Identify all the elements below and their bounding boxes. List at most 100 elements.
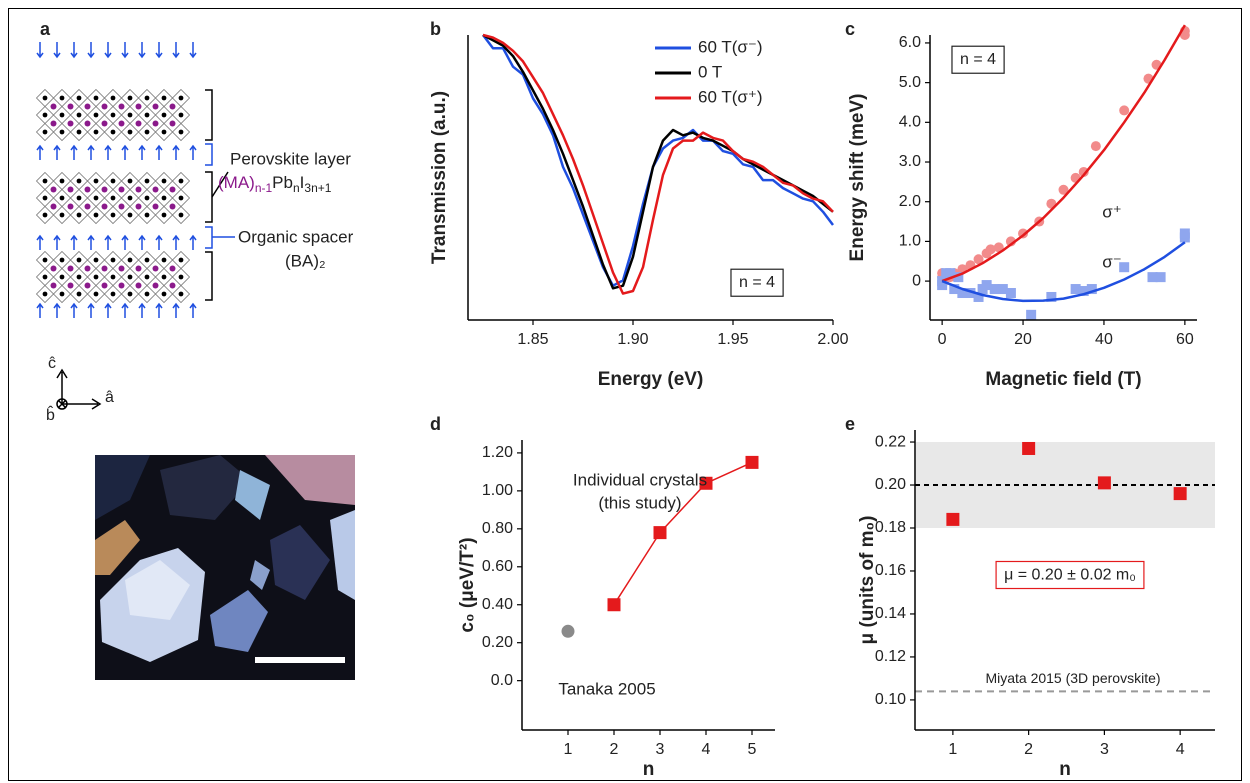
ma-cation: [135, 186, 142, 193]
ma-cation: [67, 203, 74, 210]
series-line: [482, 34, 834, 287]
x-axis-label: Energy (eV): [598, 369, 704, 390]
data-point: [1070, 284, 1081, 295]
pb-atom: [161, 112, 167, 118]
pb-atom: [127, 95, 133, 101]
octahedron: [86, 122, 106, 142]
series-label: (this study): [598, 493, 681, 512]
ma-cation: [135, 282, 142, 289]
y-axis-label: μ (units of m₀): [857, 516, 878, 645]
ma-cation: [169, 186, 176, 193]
annotation: n = 4: [960, 51, 996, 68]
series-line: [482, 33, 834, 295]
spacer-arrow: [189, 302, 197, 318]
pb-atom: [178, 257, 184, 263]
ma-cation: [135, 120, 142, 127]
x-tick-label: 2: [610, 741, 619, 758]
pb-atom: [59, 291, 65, 297]
ma-cation: [135, 265, 142, 272]
ma-cation: [50, 103, 57, 110]
octahedron: [137, 122, 157, 142]
octahedron: [171, 122, 191, 142]
pb-atom: [76, 274, 82, 280]
ma-cation: [135, 203, 142, 210]
data-point: [1058, 184, 1069, 195]
x-axis-label: n: [643, 759, 655, 780]
ma-cation: [169, 120, 176, 127]
data-point: [997, 284, 1008, 295]
ma-cation: [101, 186, 108, 193]
data-point: [699, 476, 713, 490]
octahedron: [86, 284, 106, 304]
pb-atom: [110, 112, 116, 118]
x-tick-label: 20: [1014, 331, 1032, 348]
ma-cation: [84, 103, 91, 110]
x-tick-label: 1: [948, 741, 957, 758]
data-point: [949, 284, 960, 295]
spacer-arrow: [172, 144, 180, 160]
y-tick-label: 5.0: [899, 74, 921, 91]
octahedron: [137, 205, 157, 225]
octahedron: [35, 284, 55, 304]
pb-atom: [93, 178, 99, 184]
y-tick-label: 4.0: [899, 114, 921, 131]
micrograph: [95, 455, 355, 680]
spacer-arrow: [172, 234, 180, 250]
data-point: [1179, 228, 1190, 239]
data-point: [1155, 272, 1166, 283]
ma-cation: [67, 265, 74, 272]
octahedron: [120, 284, 140, 304]
ma-cation: [152, 265, 159, 272]
legend-label: 60 T(σ⁺): [698, 87, 763, 106]
spacer-arrow: [87, 42, 95, 59]
spacer-arrow: [87, 234, 95, 250]
data-point: [965, 288, 976, 299]
ma-cation: [152, 282, 159, 289]
pb-atom: [76, 95, 82, 101]
axes-icon: [56, 368, 102, 410]
spacer-arrow: [53, 234, 61, 250]
series-label: Tanaka 2005: [558, 679, 655, 698]
spacer-arrow: [70, 302, 78, 318]
data-point: [989, 284, 1000, 295]
pb-atom: [161, 257, 167, 263]
x-tick-label: 3: [1100, 741, 1109, 758]
spacer-arrow: [121, 144, 129, 160]
data-point: [946, 512, 960, 526]
pb-atom: [144, 257, 150, 263]
data-point: [981, 280, 992, 291]
ma-cation: [152, 203, 159, 210]
pb-atom: [42, 257, 48, 263]
y-tick-label: 0.16: [875, 562, 906, 579]
octahedron: [52, 122, 72, 142]
spacer-arrow: [36, 302, 44, 318]
axis-c: ĉ: [48, 355, 56, 372]
ma-cation: [50, 203, 57, 210]
octahedron: [103, 122, 123, 142]
octahedron: [35, 205, 55, 225]
octahedron: [171, 205, 191, 225]
pb-atom: [144, 195, 150, 201]
legend-label: 60 T(σ⁻): [698, 37, 763, 56]
pb-atom: [127, 291, 133, 297]
pb-atom: [76, 129, 82, 135]
ma-cation: [169, 203, 176, 210]
octahedron: [52, 284, 72, 304]
pb-atom: [110, 129, 116, 135]
data-point: [973, 254, 984, 265]
pb-atom: [59, 95, 65, 101]
pb-atom: [93, 212, 99, 218]
ma-cation: [152, 186, 159, 193]
legend-label: 0 T: [698, 62, 722, 81]
data-point: [993, 242, 1004, 253]
perovskite-formula: (MA)n-1PbnI3n+1: [218, 173, 332, 195]
y-tick-label: 6.0: [899, 34, 921, 51]
pb-atom: [110, 212, 116, 218]
spacer-arrow: [155, 234, 163, 250]
y-tick-label: 0.18: [875, 519, 906, 536]
annotation: μ = 0.20 ± 0.02 m₀: [1004, 566, 1136, 583]
ma-cation: [67, 120, 74, 127]
pb-atom: [59, 129, 65, 135]
pb-atom: [110, 257, 116, 263]
